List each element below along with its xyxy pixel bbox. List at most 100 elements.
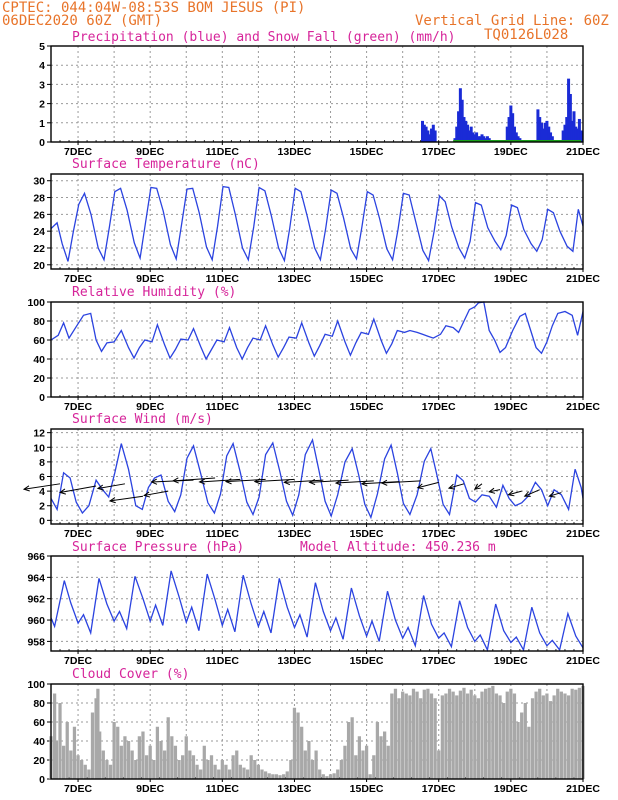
cloud-cover-bar <box>502 703 506 779</box>
cloud-cover-bar <box>332 773 336 779</box>
precip-bar <box>431 124 435 142</box>
cloud-cover-bar <box>411 688 416 779</box>
precip-bar <box>507 117 511 142</box>
wind-ytick-label: 8 <box>39 457 45 469</box>
cloud-cover-bar <box>480 691 484 779</box>
cloud-cover-bar <box>343 745 347 779</box>
cloud-cover-bar <box>296 712 300 779</box>
precip-bar <box>538 117 542 142</box>
cloud-cover-bar <box>289 760 293 779</box>
cloud-cover-bar <box>426 688 430 779</box>
precip-bar <box>561 130 565 142</box>
cloud-panel: 0 20 40 60 80 100 7DEC 9DEC 11DEC 13DEC 15DEC 17DEC… <box>27 679 600 795</box>
wind-vector-shaft <box>284 479 324 483</box>
wind-panel: 0 2 4 6 8 10 12 7DEC 9DEC 11DEC 13DEC 15DEC 17DEC 19D… <box>22 428 600 540</box>
cloud-cover-bar <box>235 750 239 779</box>
precip-xtick-label: 11DEC <box>206 146 240 158</box>
cloud-cover-bar <box>274 774 279 779</box>
wind-ytick-label: 2 <box>39 501 45 513</box>
cloud-cover-bar <box>206 760 210 779</box>
humidity-ytick-label: 60 <box>33 335 45 347</box>
cloud-ytick-label: 100 <box>27 679 45 691</box>
cloud-cover-bar <box>141 731 145 779</box>
temperature-ytick-label: 26 <box>33 209 45 221</box>
precip-bar <box>550 136 554 142</box>
cloud-cover-bar <box>173 745 178 779</box>
humidity-ytick-label: 100 <box>27 297 45 309</box>
cloud-cover-bar <box>76 755 80 779</box>
precip-bar <box>428 134 432 142</box>
cloud-cover-bar <box>368 774 372 779</box>
precip-bar <box>457 111 461 142</box>
cloud-cover-bar <box>260 769 264 779</box>
cloud-cover-bar <box>437 750 441 779</box>
cloud-cover-bar <box>307 741 311 779</box>
cloud-cover-bar <box>126 741 131 779</box>
cloud-cover-bar <box>372 755 376 779</box>
pressure-xtick-label: 19DEC <box>494 655 528 667</box>
precip-bar <box>476 136 480 142</box>
precip-bar <box>426 130 430 142</box>
humidity-series-line <box>50 301 584 361</box>
cloud-cover-bar <box>408 695 412 779</box>
cloud-cover-bar <box>563 693 567 779</box>
precip-bar <box>570 120 574 142</box>
wind-ytick-label: 4 <box>39 486 45 498</box>
cloud-cover-bar <box>58 703 62 779</box>
wind-series-line <box>50 438 584 520</box>
precip-bar <box>514 132 518 142</box>
precip-xtick-label: 15DEC <box>350 146 384 158</box>
precip-ytick-label: 2 <box>39 99 45 111</box>
temperature-ytick-label: 20 <box>33 260 45 272</box>
cloud-cover-bar <box>282 774 286 779</box>
cloud-cover-bar <box>447 688 452 779</box>
precip-ytick-label: 0 <box>39 137 45 149</box>
cloud-cover-bar <box>419 698 423 779</box>
humidity-xtick-label: 9DEC <box>136 401 164 413</box>
cloud-cover-bar <box>505 691 509 779</box>
precip-bar <box>577 118 581 142</box>
pressure-panel: 958 960 962 964 966 7DEC 9DEC 11DEC 13DEC 15DEC 17… <box>27 551 600 667</box>
pressure-ytick-label: 960 <box>27 615 45 627</box>
cloud-cover-bar <box>98 731 102 779</box>
cloud-xtick-label: 9DEC <box>136 783 164 795</box>
cloud-cover-bar <box>300 726 304 779</box>
wind-vector-shaft <box>381 480 421 484</box>
wind-vector-head <box>171 477 179 484</box>
precip-bar <box>430 128 434 142</box>
precip-ytick-label: 4 <box>39 60 45 72</box>
wind-vector-shaft <box>97 483 126 489</box>
temperature-xtick-label: 15DEC <box>350 273 384 285</box>
precip-bar <box>509 105 513 142</box>
pressure-frame <box>50 555 584 652</box>
wind-vector-head <box>308 478 316 486</box>
humidity-ytick-label: 40 <box>33 354 45 366</box>
cloud-cover-bar <box>220 760 224 779</box>
wind-xtick-label: 19DEC <box>494 528 528 540</box>
temperature-xtick-label: 13DEC <box>278 273 312 285</box>
wind-xtick-label: 11DEC <box>206 528 240 540</box>
precip-bar <box>547 126 551 142</box>
cloud-cover-bar <box>52 693 57 779</box>
precip-bar <box>469 126 473 142</box>
cloud-cover-bar <box>224 764 228 779</box>
cloud-cover-bar <box>465 693 470 779</box>
wind-vector-shaft <box>417 481 439 489</box>
cloud-cover-bar <box>530 698 535 779</box>
humidity-xtick-label: 21DEC <box>566 401 600 413</box>
cloud-cover-bar <box>401 691 405 779</box>
wind-vector-head <box>22 485 30 492</box>
cloud-cover-bar <box>191 755 196 779</box>
precip-bar <box>512 126 516 142</box>
cloud-cover-bar <box>433 698 437 779</box>
wind-xtick-label: 7DEC <box>64 528 92 540</box>
cloud-cover-bar <box>217 769 221 779</box>
wind-vector-shaft <box>144 490 169 496</box>
wind-vector-head <box>334 479 342 486</box>
cloud-cover-bar <box>473 695 477 779</box>
cloud-cover-bar <box>213 764 217 779</box>
temperature-title: Surface Temperature (nC) <box>72 157 260 172</box>
cloud-cover-bar <box>242 767 246 779</box>
wind-vector-head <box>548 491 556 498</box>
cloud-cover-bar <box>354 755 358 779</box>
